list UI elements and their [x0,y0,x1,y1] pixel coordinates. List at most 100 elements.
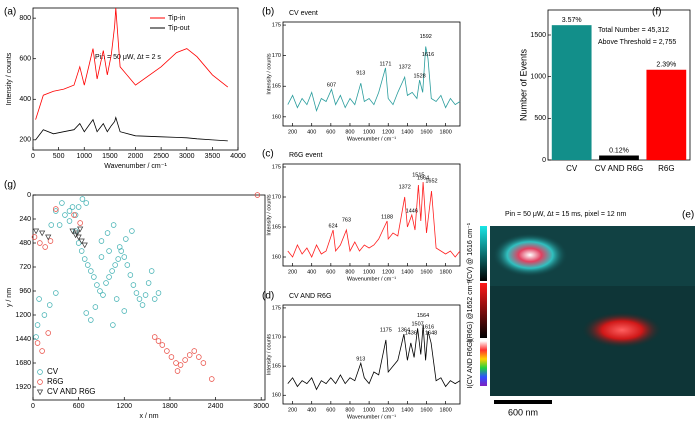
y-tick-label: 400 [19,96,31,103]
peak-label: 607 [327,83,336,89]
y-tick-label: 170 [272,194,281,200]
y-tick-label: 1440 [15,336,31,343]
panel-label: (g) [4,180,16,191]
x-axis-label: Wavenumber / cm⁻¹ [347,136,396,142]
scatter-point [186,352,193,358]
scatter-point [66,208,73,214]
scatter-point [36,296,42,302]
scatter-point [151,334,158,340]
bar-label: 3.57% [562,17,582,24]
x-tick-label: 1800 [162,403,178,410]
peak-label: 1372 [399,65,411,71]
scatter-point [32,228,40,235]
scatter-point [121,308,128,314]
peak-label: 913 [356,357,365,363]
y-tick-label: 170 [272,53,281,59]
legend-label: R6G [47,377,63,386]
scatter-point [34,322,41,328]
annotation: Above Threshold = 2,755 [598,39,676,46]
peak-label: 1372 [399,184,411,190]
r6g-region [582,312,662,348]
x-tick-label: 1500 [102,153,118,160]
y-axis-label: Number of Events [518,48,528,121]
y-tick-label: 720 [19,264,31,271]
y-tick-label: 1200 [15,312,31,319]
x-tick-label: 200 [288,407,297,413]
scatter-point [78,238,85,245]
spectrum-line [287,325,461,391]
plot-frame [282,21,461,127]
scatter-point [209,376,215,382]
scatter-point [75,234,82,241]
spectrum-line [287,46,461,112]
legend-label: CV AND R6G [47,387,95,396]
x-tick-label: 600 [73,403,85,410]
x-tick-label: 400 [307,407,316,413]
scatter-point [136,296,143,302]
x-tick-label: 3000 [179,153,195,160]
bar-label: 0.12% [609,147,629,154]
scatter-point [79,196,86,202]
scatter-point [78,248,85,254]
scatter-point [98,254,105,260]
scatter-point [174,368,181,374]
scatter-point [37,240,43,246]
legend-swatch [36,389,44,396]
x-tick-label: 800 [345,129,354,135]
panel-label: (b) [262,7,274,18]
scatter-point [48,222,55,228]
scatter-point [72,212,79,218]
scatter-point [69,204,76,210]
scatter-point [53,206,59,212]
legend-swatch [37,369,43,375]
chart-title: CV event [289,10,318,17]
bar-label: 2.39% [656,62,676,69]
scatter-point [106,248,112,254]
panel: (b) CV event 160 165 170 175 200 400 600 800 1000 1… [262,7,461,142]
scatter-point [98,238,105,244]
scatter-point [74,230,81,237]
plot-frame [32,7,239,151]
x-tick-label: 1800 [440,129,452,135]
scatter-point [110,322,116,328]
peak-label: 1188 [381,214,393,220]
scatter-point [88,268,94,274]
peak-label: 913 [356,71,365,77]
spectrum-line [287,181,461,258]
x-axis-label: Wavenumber / cm⁻¹ [104,163,167,170]
scatter-point [34,340,41,346]
scatter-point [123,236,129,242]
y-tick-label: 800 [19,15,31,22]
y-axis-label: Intensity / counts [266,334,272,376]
scatter-point [88,317,94,323]
y-tick-label: 175 [272,23,281,29]
scatter-point [254,192,261,198]
scatter-point [106,274,112,280]
overlap-region [492,233,568,277]
scatter-point [77,220,83,226]
peak-label: 763 [342,217,351,223]
scatter-point [182,357,188,363]
scatter-point [177,362,184,368]
colorbar-label: I(R6G) @1652 cm⁻¹ [467,279,474,343]
plot-frame [282,163,461,267]
scatter-point [115,256,121,262]
image-annotation: Pin = 50 μW, Δt = 15 ms, pixel = 12 nm [505,211,627,218]
panel-label: (e) [682,210,694,221]
x-tick-label: 1200 [382,129,394,135]
x-tick-label: 200 [288,129,297,135]
panel: (a) 200 400 600 800 0 500 1000 1500 2000 2500 3000 3… [4,7,246,170]
scatter-point [69,228,76,235]
scatter-point [155,338,162,344]
colorbar [480,341,487,386]
bar [551,25,592,160]
y-tick-label: 165 [272,224,281,230]
scatter-point [109,268,115,274]
scatter-point [45,234,52,241]
scatter-point [75,204,82,210]
scatter-point [151,296,158,302]
peak-label: 1507 [411,322,423,328]
peak-label: 624 [329,223,338,229]
y-tick-label: 240 [19,216,31,223]
